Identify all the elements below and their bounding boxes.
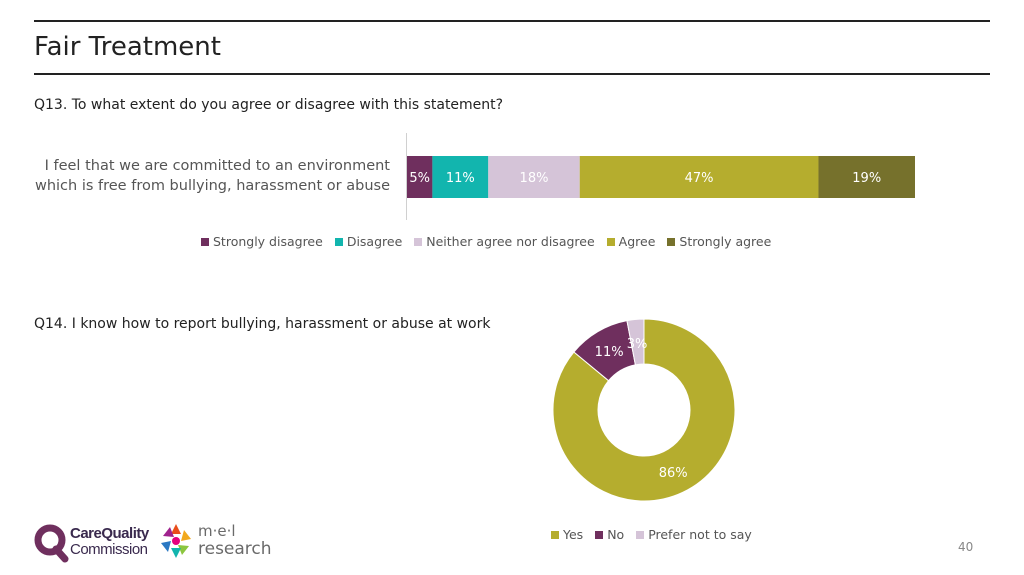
q13-category-label: I feel that we are committed to an envir… (30, 156, 390, 196)
bar-segment-neither-agree-nor-disagree (488, 156, 580, 198)
bar-segment-strongly-disagree (407, 156, 433, 198)
donut-slice-yes (552, 318, 736, 502)
mel-logo-line1: m·e·l (198, 522, 236, 540)
donut-label-yes: 86% (659, 466, 688, 481)
legend-swatch (667, 237, 676, 246)
legend-item-agree: Agree (606, 234, 656, 249)
legend-item-prefer-not-to-say: Prefer not to say (636, 527, 752, 542)
footer-logos: CareQuality Commission m·e·l research (34, 522, 274, 563)
legend-swatch (551, 530, 559, 539)
title-rule (34, 73, 990, 75)
legend-label: Yes (563, 527, 584, 542)
donut-slice-prefer-not-to-say (626, 318, 645, 366)
bar-segment-agree (579, 156, 819, 198)
legend-swatch (334, 237, 343, 246)
q13-category-line1: I feel that we are committed to an envir… (44, 158, 390, 174)
legend-swatch (201, 237, 209, 246)
cqc-logo-icon (34, 524, 69, 563)
top-rule (34, 20, 990, 22)
legend-label: Strongly disagree (213, 234, 323, 249)
legend-swatch (606, 237, 615, 246)
legend-swatch (636, 530, 645, 539)
legend-swatch (414, 237, 423, 246)
bar-label-strongly-disagree: 5% (409, 171, 430, 186)
mel-logo-icon (161, 524, 191, 558)
legend-item-yes: Yes (551, 527, 583, 542)
legend-label: Neither agree nor disagree (426, 234, 595, 249)
q14-question: Q14. I know how to report bullying, hara… (34, 316, 491, 332)
cqc-logo-line1: CareQuality (70, 525, 149, 542)
page-number: 40 (958, 540, 974, 554)
legend-label: Prefer not to say (648, 527, 752, 542)
bar-segment-disagree (432, 156, 489, 198)
donut-label-prefer-not-to-say: 3% (627, 337, 648, 352)
mel-logo-line2: research (198, 539, 272, 559)
page-title: Fair Treatment (34, 32, 221, 62)
bar-label-disagree: 11% (446, 171, 475, 186)
bar-label-agree: 47% (685, 171, 714, 186)
q13-axis-line (406, 133, 407, 220)
bar-label-neither-agree-nor-disagree: 18% (520, 171, 549, 186)
q13-question: Q13. To what extent do you agree or disa… (34, 97, 504, 113)
legend-item-disagree: Disagree (334, 234, 403, 249)
legend-item-neither-agree-nor-disagree: Neither agree nor disagree (414, 234, 595, 249)
q14-legend: Yes No Prefer not to say (551, 527, 764, 542)
cqc-logo-line2: Commission (70, 541, 148, 558)
bar-segment-strongly-agree (818, 156, 915, 198)
legend-label: No (607, 527, 625, 542)
legend-item-strongly-disagree: Strongly disagree (201, 234, 323, 249)
legend-item-strongly-agree: Strongly agree (667, 234, 771, 249)
q13-legend: Strongly disagree Disagree Neither agree n… (201, 234, 783, 249)
legend-swatch (595, 530, 604, 539)
legend-label: Strongly agree (679, 234, 772, 249)
donut-label-no: 11% (595, 345, 624, 360)
q13-category-line2: which is free from bullying, harassment … (34, 178, 390, 194)
legend-label: Disagree (346, 234, 403, 249)
bar-label-strongly-agree: 19% (852, 171, 881, 186)
legend-item-no: No (595, 527, 624, 542)
legend-label: Agree (618, 234, 656, 249)
